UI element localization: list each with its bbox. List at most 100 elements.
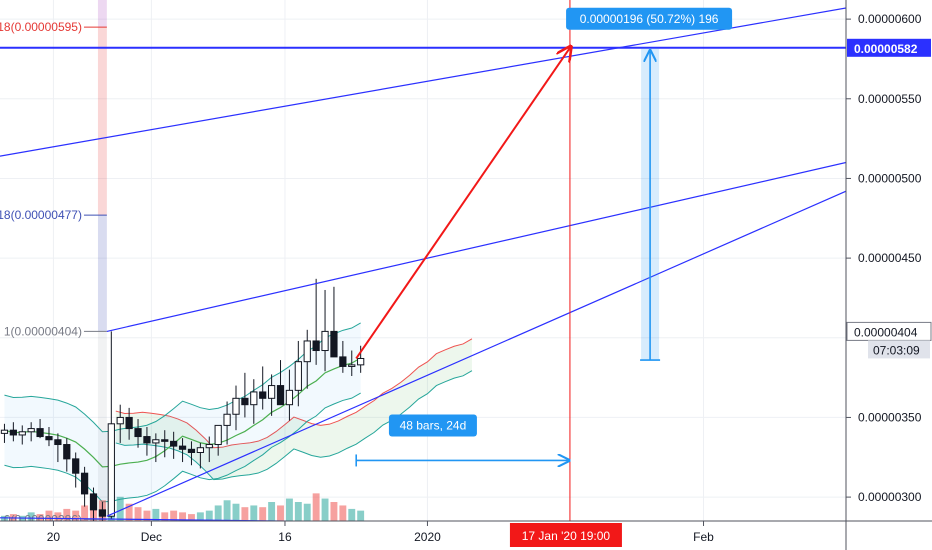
candle-body — [9, 429, 17, 436]
volume-bar — [339, 505, 347, 521]
volume-bar — [54, 512, 62, 521]
candle — [241, 372, 249, 418]
price-range-label: 0.00000196 (50.72%) 196 — [580, 12, 719, 26]
candle-body — [348, 364, 356, 367]
volume-bar — [285, 498, 293, 521]
fib-label: 1.618(0.00000477) — [0, 208, 82, 222]
candle — [54, 433, 62, 463]
candle — [294, 340, 302, 407]
candle-body — [72, 458, 80, 474]
ichimoku-cloud — [4, 322, 473, 503]
candle-body — [339, 356, 347, 367]
candle-body — [250, 391, 258, 406]
y-tick-label: 0.00000450 — [858, 251, 922, 265]
candle-body — [330, 330, 338, 358]
price-range-badge — [566, 7, 733, 30]
volume-bar — [134, 507, 142, 521]
candle — [0, 423, 9, 443]
volume-bar — [152, 508, 160, 521]
volume-bar — [196, 512, 204, 521]
x-axis-bg — [0, 521, 932, 550]
volume-bar — [294, 502, 302, 521]
bollinger-bands — [4, 322, 361, 503]
candle-body — [161, 439, 169, 442]
candles — [0, 278, 365, 521]
volume-bar — [161, 512, 169, 521]
candle-body — [0, 429, 9, 434]
y-tick-label: 0.00000600 — [858, 12, 922, 26]
candle-body — [18, 431, 26, 436]
band-upper — [4, 322, 361, 433]
candle — [330, 286, 338, 358]
target-price-label: 0.00000582 — [854, 42, 918, 56]
y-tick-label: 0.00000500 — [858, 171, 922, 185]
candle — [152, 433, 160, 463]
fib-zone — [97, 215, 107, 332]
date-range-label: 48 bars, 24d — [400, 418, 467, 432]
candle-body — [285, 389, 294, 406]
candle-body — [303, 340, 311, 363]
candle — [134, 419, 142, 448]
volume-bar — [268, 502, 276, 521]
fib-label: 2.618(0.00000595) — [0, 20, 82, 34]
candle — [196, 442, 204, 469]
cloud-span-b — [115, 370, 473, 481]
candle — [170, 431, 178, 459]
volume-bar — [63, 508, 71, 521]
volume-bar — [170, 510, 178, 521]
candle — [250, 379, 258, 424]
candle — [27, 422, 35, 442]
candle-body — [357, 357, 365, 366]
candle-body — [45, 436, 53, 441]
volume-bar — [188, 514, 195, 521]
volume-bar — [277, 505, 284, 521]
volume-bar — [250, 505, 258, 521]
candle-body — [27, 428, 35, 433]
candle-body — [178, 445, 187, 450]
y-tick-label: 0.00000550 — [858, 92, 922, 106]
candle-body — [241, 397, 249, 406]
candle-body — [214, 424, 222, 446]
candle-body — [294, 361, 302, 391]
candle — [303, 329, 311, 389]
candle — [72, 452, 80, 488]
y-tick-label: 0.00000300 — [858, 490, 922, 504]
trendline — [106, 161, 846, 332]
candle-body — [80, 472, 89, 495]
volume-bar — [232, 503, 240, 521]
volume-bar — [125, 503, 133, 521]
candle — [276, 360, 285, 406]
volume-bar — [241, 507, 249, 521]
x-tick-label: 2020 — [414, 530, 441, 544]
volume-bar — [45, 510, 53, 521]
candle — [161, 430, 169, 458]
countdown-label: 07:03:09 — [873, 343, 920, 357]
volume-bar — [143, 510, 151, 521]
candle-body — [54, 439, 62, 446]
volume-bar — [36, 514, 44, 521]
volume-bar — [116, 496, 124, 521]
candle — [36, 419, 44, 439]
candle-body — [267, 385, 276, 399]
time-badge-label: 17 Jan '20 19:00 — [522, 529, 611, 543]
candle-body — [196, 447, 204, 453]
candle-body — [312, 340, 320, 352]
candle — [89, 487, 98, 521]
x-tick-label: 16 — [278, 530, 292, 544]
volume-bar — [81, 505, 89, 521]
volume-bar — [357, 510, 365, 521]
trendline — [0, 7, 846, 157]
candle-body — [98, 509, 107, 517]
candle-body — [259, 391, 267, 399]
candle-body — [143, 436, 151, 444]
volume-bar — [321, 498, 329, 521]
candle — [18, 425, 26, 445]
candle-body — [152, 439, 160, 444]
countdown-badge — [868, 340, 930, 359]
fib-zone — [97, 331, 107, 520]
candle — [223, 401, 231, 445]
candle — [9, 422, 17, 442]
band-lower — [4, 392, 361, 503]
